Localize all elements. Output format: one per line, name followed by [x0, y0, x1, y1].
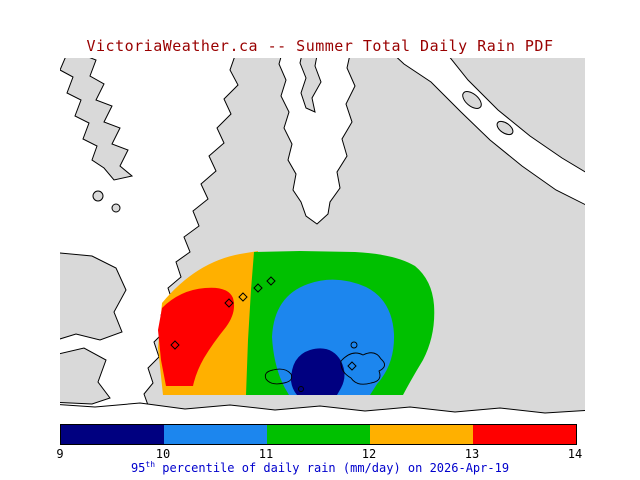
shore-block-lowerleft: [60, 347, 111, 405]
caption-text: percentile of daily rain (mm/day) on 202…: [155, 461, 510, 475]
colorbar-tick-12: 12: [361, 447, 377, 461]
caption-superscript: th: [145, 460, 156, 469]
lake-outline: [264, 368, 293, 385]
station-marker: [347, 361, 357, 371]
station-marker: [224, 298, 234, 308]
colorbar: [60, 424, 577, 445]
shore-block-left: [60, 252, 127, 341]
water-strait-northeast: [396, 58, 585, 206]
colorbar-tick-14: 14: [567, 447, 583, 461]
colorbar-tick-13: 13: [464, 447, 480, 461]
water-south-shore: [60, 402, 585, 415]
caption-value: 95: [130, 461, 146, 475]
station-marker: [170, 340, 180, 350]
station-marker: [266, 276, 276, 286]
colorbar-segment-12-13: [370, 425, 473, 444]
island-topleft: [60, 58, 134, 181]
colorbar-tick-labels: 9 10 11 12 13 14: [56, 447, 582, 461]
colorbar-caption: 95th percentile of daily rain (mm/day) o…: [0, 460, 640, 475]
station-marker: [238, 292, 248, 302]
lake-outline: [298, 386, 304, 392]
islet: [111, 203, 121, 213]
station-markers: [170, 276, 357, 371]
strait-island: [496, 120, 514, 136]
lake-outline: [340, 352, 385, 385]
colorbar-segment-11-12: [267, 425, 370, 444]
colorbar-segments: [61, 425, 576, 444]
colorbar-segment-13-14: [473, 425, 576, 444]
colorbar-tick-9: 9: [56, 447, 64, 461]
islet: [92, 190, 104, 202]
strait-island: [462, 91, 482, 109]
water-bay: [278, 58, 356, 225]
colorbar-segment-9-10: [61, 425, 164, 444]
station-marker: [253, 283, 263, 293]
contour-band-9-10: [291, 348, 345, 395]
peninsula-finger: [299, 58, 322, 113]
contour-band-13-14: [158, 287, 235, 386]
colorbar-segment-10-11: [164, 425, 267, 444]
colorbar-tick-11: 11: [258, 447, 274, 461]
colorbar-tick-10: 10: [155, 447, 171, 461]
plot-title: VictoriaWeather.ca -- Summer Total Daily…: [86, 37, 554, 55]
lake-outline: [350, 341, 358, 349]
